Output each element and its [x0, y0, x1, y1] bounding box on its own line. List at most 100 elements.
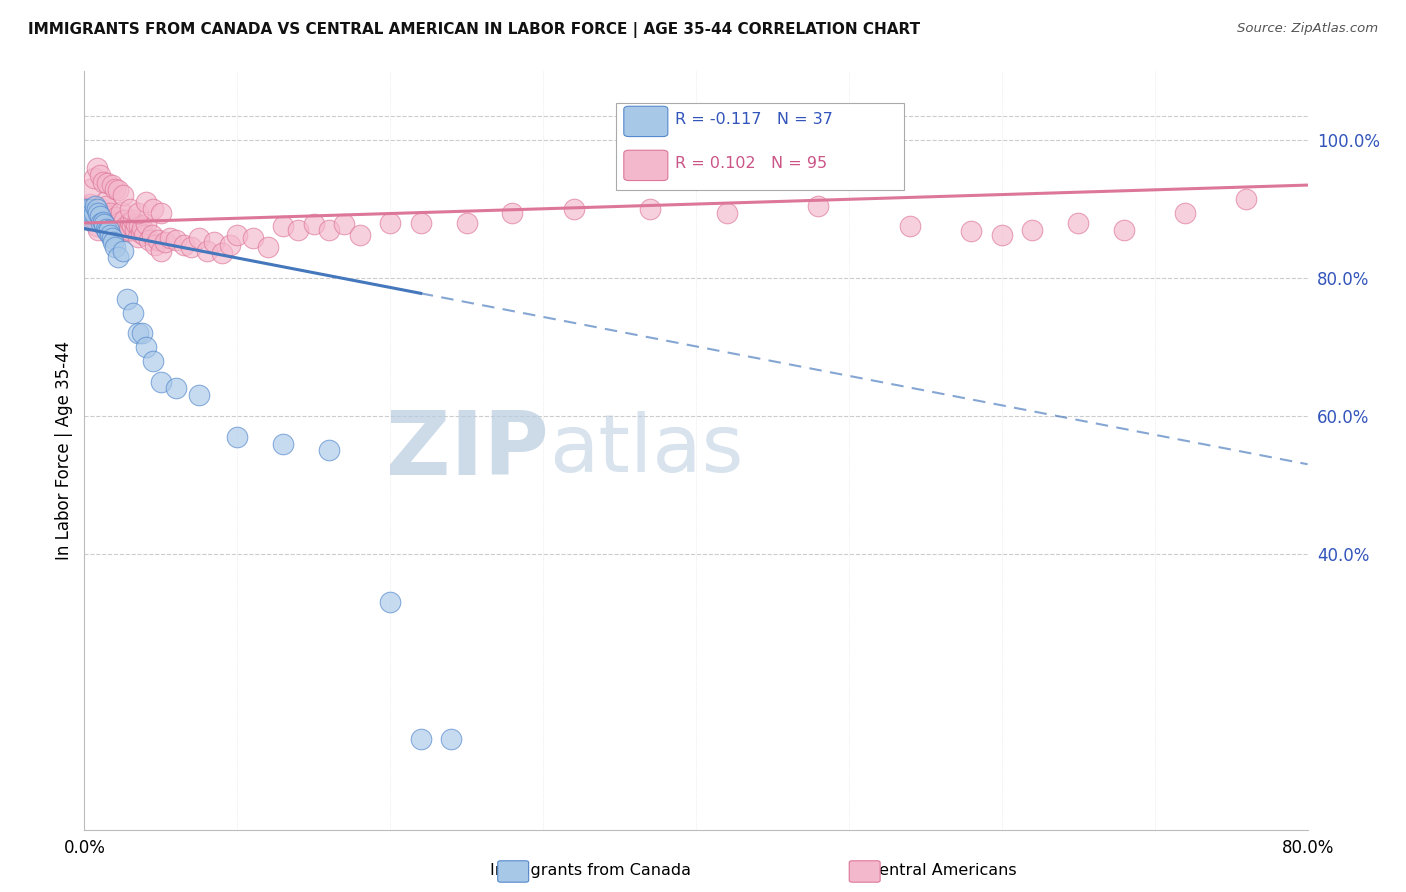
Point: [135, 340, 157, 354]
Point: [115, 292, 138, 306]
Point: [349, 228, 371, 243]
Point: [83, 171, 105, 186]
Point: [80, 205, 103, 219]
Point: [120, 214, 142, 228]
Point: [173, 238, 195, 252]
Point: [118, 223, 141, 237]
Point: [122, 305, 145, 319]
Point: [149, 375, 172, 389]
Point: [76, 199, 98, 213]
Point: [110, 205, 132, 219]
Point: [127, 326, 149, 341]
Point: [108, 214, 131, 228]
Point: [318, 223, 340, 237]
Point: [149, 244, 172, 258]
Point: [79, 196, 101, 211]
Point: [121, 219, 143, 233]
Point: [101, 231, 124, 245]
Point: [562, 202, 585, 217]
Point: [131, 220, 153, 235]
Point: [142, 202, 165, 217]
Point: [128, 219, 150, 233]
Point: [1174, 205, 1197, 219]
Point: [456, 216, 478, 230]
Point: [146, 233, 169, 247]
FancyBboxPatch shape: [616, 103, 904, 190]
Text: Source: ZipAtlas.com: Source: ZipAtlas.com: [1237, 22, 1378, 36]
Point: [103, 235, 125, 250]
Point: [77, 212, 100, 227]
Point: [89, 168, 111, 182]
Point: [242, 231, 264, 245]
Point: [90, 216, 112, 230]
Point: [94, 199, 117, 213]
Point: [75, 209, 97, 223]
FancyBboxPatch shape: [624, 150, 668, 180]
Point: [79, 181, 101, 195]
Point: [1236, 192, 1258, 206]
Point: [149, 205, 172, 219]
Point: [84, 211, 107, 225]
Point: [93, 218, 115, 232]
Point: [127, 229, 149, 244]
Point: [104, 216, 127, 230]
Point: [991, 228, 1014, 243]
Point: [211, 246, 233, 260]
Point: [115, 224, 138, 238]
Point: [103, 218, 125, 232]
Point: [91, 212, 114, 227]
Point: [111, 223, 134, 237]
Text: Immigrants from Canada: Immigrants from Canada: [491, 863, 690, 878]
Point: [97, 223, 120, 237]
Point: [1067, 216, 1090, 230]
Point: [127, 205, 149, 219]
Point: [409, 731, 432, 746]
Point: [111, 244, 134, 258]
Point: [120, 202, 142, 217]
Point: [89, 209, 111, 223]
Point: [86, 202, 108, 217]
Point: [131, 326, 153, 341]
Point: [129, 227, 152, 241]
Point: [105, 211, 128, 225]
Point: [122, 213, 145, 227]
Point: [96, 176, 118, 190]
Point: [142, 354, 165, 368]
Point: [143, 238, 166, 252]
Point: [107, 183, 129, 197]
Point: [124, 223, 146, 237]
Point: [138, 233, 160, 247]
Point: [98, 228, 121, 243]
Point: [86, 219, 108, 233]
Text: R = 0.102   N = 95: R = 0.102 N = 95: [675, 156, 827, 171]
Point: [159, 231, 181, 245]
Point: [380, 216, 402, 230]
Point: [107, 251, 129, 265]
Point: [409, 216, 432, 230]
Point: [107, 219, 129, 234]
Point: [79, 202, 101, 217]
Point: [226, 430, 249, 444]
Point: [318, 443, 340, 458]
Point: [87, 205, 110, 219]
Point: [112, 212, 135, 227]
Text: atlas: atlas: [550, 411, 744, 490]
Point: [114, 219, 136, 234]
Point: [101, 178, 124, 193]
Point: [202, 235, 225, 250]
Text: ZIP: ZIP: [387, 407, 550, 494]
Point: [226, 228, 249, 243]
Point: [93, 195, 115, 210]
Point: [180, 240, 202, 254]
Point: [86, 161, 108, 175]
Point: [96, 224, 118, 238]
Point: [94, 221, 117, 235]
Point: [188, 388, 211, 402]
Point: [287, 223, 309, 237]
Point: [104, 181, 127, 195]
Point: [135, 195, 157, 210]
Point: [76, 205, 98, 219]
Point: [271, 436, 294, 450]
Point: [96, 219, 118, 234]
Point: [141, 228, 163, 243]
